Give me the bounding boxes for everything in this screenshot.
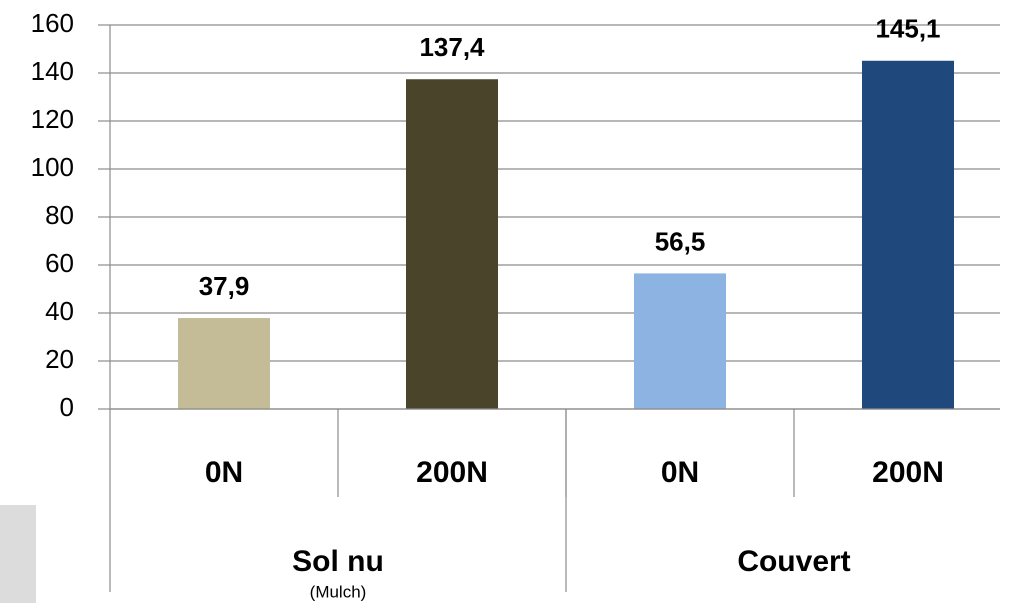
bar <box>634 273 726 409</box>
bar <box>178 318 270 409</box>
value-label: 137,4 <box>419 32 485 62</box>
value-label: 37,9 <box>199 271 250 301</box>
value-label: 145,1 <box>875 14 940 44</box>
x-tick-label: 0N <box>205 456 243 489</box>
y-tick-label: 80 <box>45 200 74 230</box>
x-tick-label: 200N <box>872 456 944 489</box>
y-tick-label: 20 <box>45 344 74 374</box>
chart: 0 20 40 60 80 100 120 140 160 37,9 0N 137,4 200N 56,5… <box>0 0 1015 603</box>
x-tick-label: 0N <box>661 456 699 489</box>
y-tick-label: 140 <box>31 56 74 86</box>
x-tick-label: 200N <box>416 456 488 489</box>
y-tick-label: 60 <box>45 248 74 278</box>
group-label: Couvert <box>737 545 850 578</box>
y-tick-label: 100 <box>31 152 74 182</box>
bar <box>406 79 498 409</box>
value-label: 56,5 <box>655 226 706 256</box>
bar <box>862 61 954 409</box>
background-decoration <box>0 505 36 603</box>
y-tick-label: 120 <box>31 104 74 134</box>
group-note: (Mulch) <box>310 582 367 601</box>
y-tick-label: 40 <box>45 296 74 326</box>
group-label: Sol nu <box>292 545 384 578</box>
y-tick-label: 0 <box>60 392 74 422</box>
y-tick-label: 160 <box>31 8 74 38</box>
